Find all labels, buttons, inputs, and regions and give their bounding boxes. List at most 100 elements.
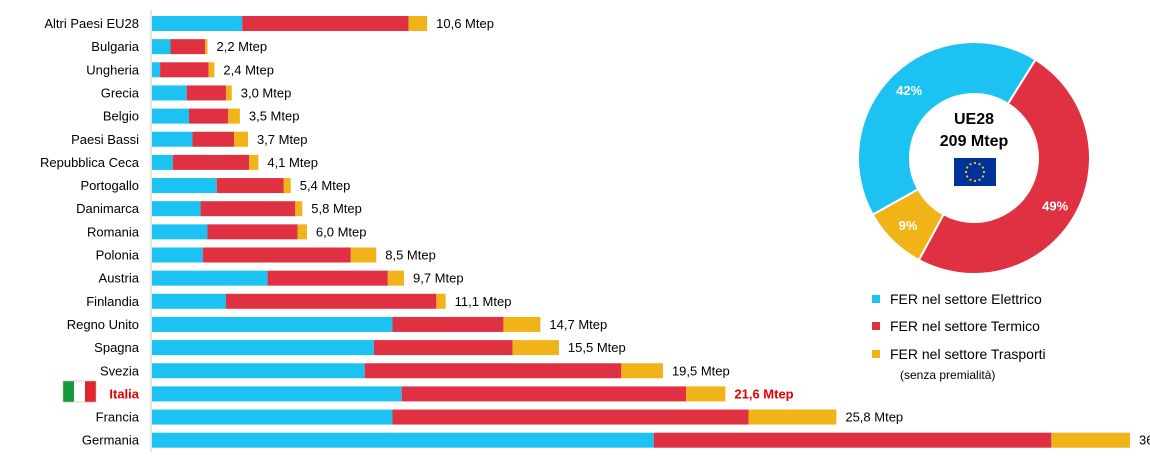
bar-segment-trasporti [225, 85, 232, 101]
bar-segment-termico [170, 39, 206, 55]
category-label: Regno Unito [67, 317, 139, 332]
italy-flag-icon [62, 380, 97, 403]
category-label: Belgio [103, 109, 139, 124]
bar-row-austria: Austria 9,7 Mtep [99, 270, 464, 286]
bar-segment-termico [207, 224, 298, 240]
bar-segment-trasporti [283, 178, 291, 194]
bar-segment-trasporti [621, 363, 663, 379]
eu-star-icon [978, 163, 981, 166]
donut-label-trasporti: 9% [899, 218, 918, 233]
bar-segment-termico [401, 386, 687, 402]
bar-row-romania: Romania 6,0 Mtep [87, 224, 367, 240]
total-label: 2,4 Mtep [223, 62, 274, 77]
category-label: Ungheria [86, 62, 140, 77]
total-label: 8,5 Mtep [385, 248, 436, 263]
bar-segment-elettrico [152, 340, 374, 356]
bar-row-finlandia: Finlandia 11,1 Mtep [86, 293, 512, 309]
donut-slice-termico [917, 58, 1091, 275]
bar-segment-elettrico [152, 386, 402, 402]
bar-segment-elettrico [152, 270, 268, 286]
bar-row-germania: Germania 36,8 Mtep [82, 432, 1150, 448]
bar-segment-trasporti [1051, 432, 1130, 448]
bar-segment-trasporti [297, 224, 307, 240]
legend-label-elettrico: FER nel settore Elettrico [890, 291, 1042, 307]
bar-segment-elettrico [152, 85, 187, 101]
bar-segment-elettrico [152, 108, 189, 124]
legend-swatch-elettrico [872, 295, 880, 303]
bar-segment-elettrico [152, 293, 226, 309]
total-label: 14,7 Mtep [549, 317, 607, 332]
bar-segment-termico [200, 201, 296, 217]
bar-chart: Altri Paesi EU28 10,6 Mtep Bulgaria 2,2 Mte… [40, 16, 1150, 448]
total-label: 6,0 Mtep [316, 224, 367, 239]
bar-row-belgio: Belgio 3,5 Mtep [103, 108, 300, 124]
bar-segment-elettrico [152, 62, 161, 78]
category-label: Paesi Bassi [71, 132, 139, 147]
category-label: Bulgaria [91, 39, 139, 54]
eu-star-icon [969, 163, 972, 166]
category-label: Italia [109, 386, 139, 401]
legend-label-termico: FER nel settore Termico [890, 318, 1040, 334]
bar-row-svezia: Svezia 19,5 Mtep [100, 363, 730, 379]
total-label: 11,1 Mtep [455, 294, 512, 309]
total-label: 5,8 Mtep [311, 201, 362, 216]
bar-segment-elettrico [152, 363, 365, 379]
total-label: 21,6 Mtep [734, 386, 793, 401]
total-label: 15,5 Mtep [568, 340, 626, 355]
bar-row-ungheria: Ungheria 2,4 Mtep [86, 62, 274, 78]
bar-segment-trasporti [512, 340, 559, 356]
bar-segment-termico [160, 62, 209, 78]
bar-segment-trasporti [350, 247, 377, 263]
bar-row-danimarca: Danimarca 5,8 Mtep [76, 201, 362, 217]
donut-title-line1: UE28 [954, 111, 994, 128]
eu-star-icon [981, 175, 984, 178]
bar-segment-termico [392, 409, 749, 425]
category-label: Austria [99, 271, 140, 286]
bar-row-repubblica-ceca: Repubblica Ceca 4,1 Mtep [40, 154, 318, 170]
donut-title-line2: 209 Mtep [940, 133, 1009, 150]
eu-star-icon [981, 166, 984, 169]
total-label: 10,6 Mtep [436, 16, 494, 31]
bar-segment-termico [186, 85, 226, 101]
bar-segment-elettrico [152, 432, 654, 448]
bar-segment-elettrico [152, 131, 193, 147]
category-label: Spagna [94, 340, 140, 355]
legend-note: (senza premialità) [900, 368, 995, 382]
total-label: 3,5 Mtep [249, 109, 300, 124]
eu-star-icon [973, 179, 977, 183]
eu-star-icon [978, 178, 981, 181]
category-label: Svezia [100, 363, 140, 378]
bar-segment-termico [188, 108, 229, 124]
category-label: Repubblica Ceca [40, 155, 140, 170]
bar-segment-trasporti [748, 409, 837, 425]
bar-segment-trasporti [686, 386, 726, 402]
bar-segment-trasporti [234, 131, 248, 147]
bar-segment-trasporti [503, 316, 541, 332]
legend-label-trasporti: FER nel settore Trasporti [890, 346, 1046, 362]
bar-row-polonia: Polonia 8,5 Mtep [96, 247, 436, 263]
bar-segment-elettrico [152, 247, 203, 263]
donut-label-termico: 49% [1042, 198, 1068, 213]
eu-star-icon [966, 166, 969, 169]
category-label: Altri Paesi EU28 [44, 16, 139, 31]
bar-row-francia: Francia 25,8 Mtep [96, 409, 903, 425]
bar-row-altri-paesi-eu28: Altri Paesi EU28 10,6 Mtep [44, 16, 494, 31]
donut-label-elettrico: 42% [896, 83, 922, 98]
eu-star-icon [964, 170, 968, 174]
eu-star-icon [969, 178, 972, 181]
category-label: Portogallo [80, 178, 139, 193]
bar-segment-termico [364, 363, 622, 379]
bar-segment-trasporti [408, 16, 428, 31]
bar-segment-termico [216, 178, 284, 194]
eu-star-icon [973, 161, 977, 165]
legend-swatch-termico [872, 322, 880, 330]
category-label: Francia [96, 410, 140, 425]
bar-segment-elettrico [152, 154, 173, 170]
bar-row-paesi-bassi: Paesi Bassi 3,7 Mtep [71, 131, 308, 147]
bar-segment-termico [242, 16, 409, 31]
bar-segment-termico [392, 316, 504, 332]
total-label: 36,8 Mtep [1139, 433, 1150, 448]
total-label: 25,8 Mtep [845, 410, 903, 425]
category-label: Finlandia [86, 294, 140, 309]
